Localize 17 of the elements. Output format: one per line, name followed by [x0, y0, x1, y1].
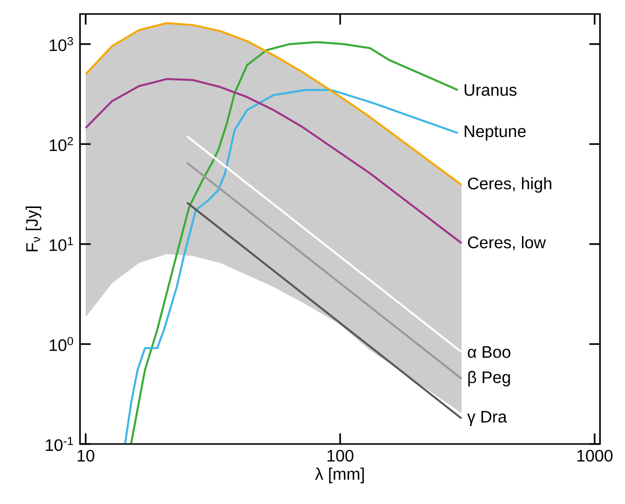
y-tick-label: 10$^{0}$ [50, 336, 74, 352]
series-label: Ceres, low [468, 236, 546, 250]
y-tick-label: 10$^{2}$ [50, 137, 73, 152]
y-tick-label: 10$^{1}$ [50, 237, 73, 252]
series-label: Neptune [464, 126, 526, 140]
series-label: β Peg [468, 370, 510, 386]
x-axis-title: λ [mm] [315, 468, 364, 484]
series-label: γ Dra [467, 411, 507, 426]
series-label: Ceres, high [468, 177, 552, 193]
x-tick-label: 10 [78, 450, 94, 462]
series-label: α Boo [468, 346, 510, 358]
y-tick-label: 10$^{3}$ [50, 37, 74, 52]
y-tick-label: 10$^{-1}$ [46, 437, 73, 452]
series-label: Uranus [464, 84, 517, 96]
y-axis-title: F$_{ν}$ [Jy] [26, 206, 42, 252]
x-tick-label: 100 [328, 450, 354, 462]
x-tick-label: 1000 [577, 450, 612, 462]
